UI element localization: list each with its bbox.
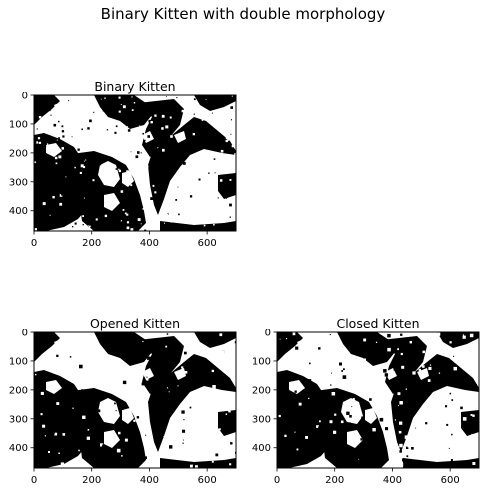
x-tick-label: 0 [274,475,280,486]
y-tick-label: 200 [252,385,271,396]
panel-title-opened: Opened Kitten [89,316,181,331]
x-tick-label: 400 [140,475,159,486]
panel-title-binary: Binary Kitten [94,79,176,94]
y-tick-label: 300 [9,414,28,425]
y-tick-label: 100 [9,356,28,367]
axes-frame [33,331,237,469]
y-tick-label: 300 [9,177,28,188]
y-tick-label: 100 [9,119,28,130]
x-tick-label: 200 [82,475,101,486]
y-tick-label: 400 [9,206,28,217]
x-tick-label: 0 [31,475,37,486]
x-tick-label: 600 [198,238,217,249]
axes-frame [276,331,480,469]
x-tick-label: 200 [325,475,344,486]
y-tick-label: 200 [9,148,28,159]
closed-kitten-image: 0 200 400 600 0 100 200 300 400 [252,329,480,486]
y-tick-label: 400 [9,443,28,454]
x-tick-label: 400 [140,238,159,249]
opened-kitten-image: 0 200 400 600 0 100 200 300 400 [9,329,237,486]
y-tick-label: 0 [22,329,28,339]
y-tick-label: 0 [22,92,28,102]
panel-title-closed: Closed Kitten [336,316,420,331]
axes-frame [33,94,237,232]
x-tick-label: 600 [441,475,460,486]
y-tick-label: 400 [252,443,271,454]
binary-kitten-image: 0 200 400 600 0 100 200 300 400 [9,92,237,249]
y-tick-label: 0 [265,329,271,339]
y-tick-label: 300 [252,414,271,425]
y-tick-label: 200 [9,385,28,396]
x-tick-label: 0 [31,238,37,249]
y-tick-label: 100 [252,356,271,367]
x-tick-label: 200 [82,238,101,249]
x-tick-label: 400 [383,475,402,486]
x-tick-label: 600 [198,475,217,486]
figure-title: Binary Kitten with double morphology [100,5,386,23]
